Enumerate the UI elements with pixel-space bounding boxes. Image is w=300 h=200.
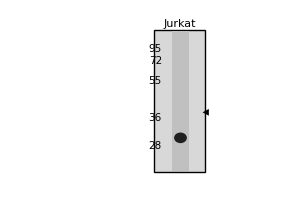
Text: 28: 28 bbox=[148, 141, 162, 151]
Bar bbox=[172, 31, 189, 171]
Ellipse shape bbox=[174, 133, 187, 143]
Text: Jurkat: Jurkat bbox=[163, 19, 196, 29]
Bar bbox=[154, 30, 205, 172]
Text: 72: 72 bbox=[148, 56, 162, 66]
Text: 95: 95 bbox=[148, 44, 162, 54]
Text: 55: 55 bbox=[148, 76, 162, 86]
Polygon shape bbox=[202, 109, 209, 116]
Text: 36: 36 bbox=[148, 113, 162, 123]
